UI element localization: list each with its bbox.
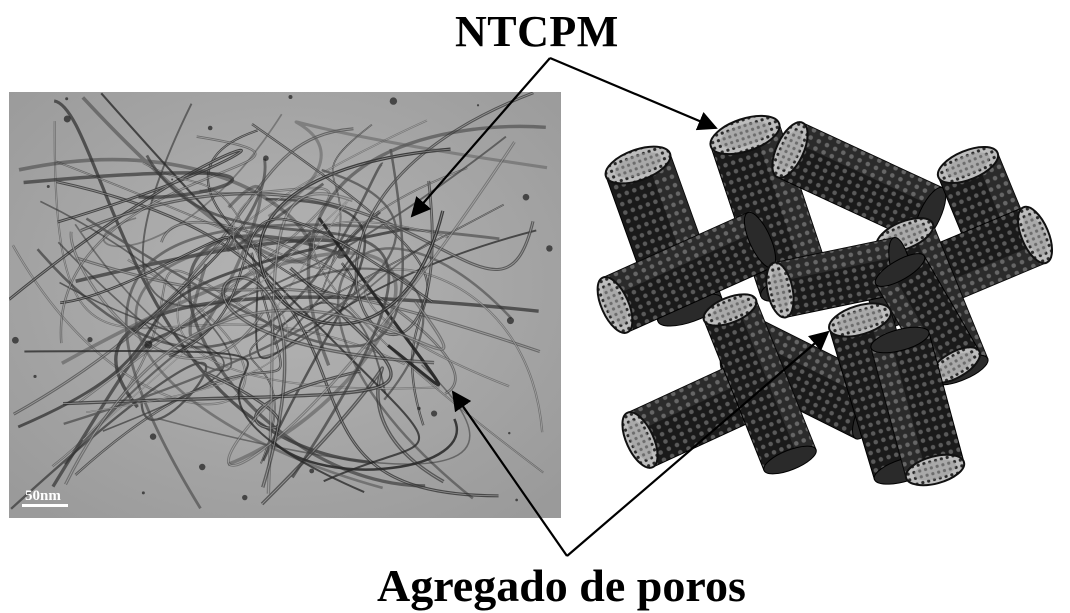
nanotube-cylinder: [702, 293, 817, 475]
label-agregado-de-poros: Agregado de poros: [377, 560, 746, 611]
arrow-poros-to-micrograph: [451, 390, 568, 557]
nanotube-aggregate-illustration: [596, 114, 1054, 487]
arrow-ntcpm-to-micrograph: [410, 57, 551, 218]
nanotube-cylinder: [596, 211, 777, 334]
nanotube-fibers: [9, 92, 553, 510]
scale-bar: 50nm: [22, 488, 68, 507]
label-ntcpm: NTCPM: [455, 7, 619, 56]
arrows: [410, 56, 830, 557]
arrow-ntcpm-to-illustration: [549, 56, 718, 131]
nanotube-cylinder: [870, 326, 966, 487]
arrow-poros-to-illustration: [566, 330, 830, 557]
nanotube-cylinder: [765, 236, 912, 319]
scale-bar-label: 50nm: [25, 488, 61, 504]
tem-micrograph: 50nm: [9, 92, 561, 518]
